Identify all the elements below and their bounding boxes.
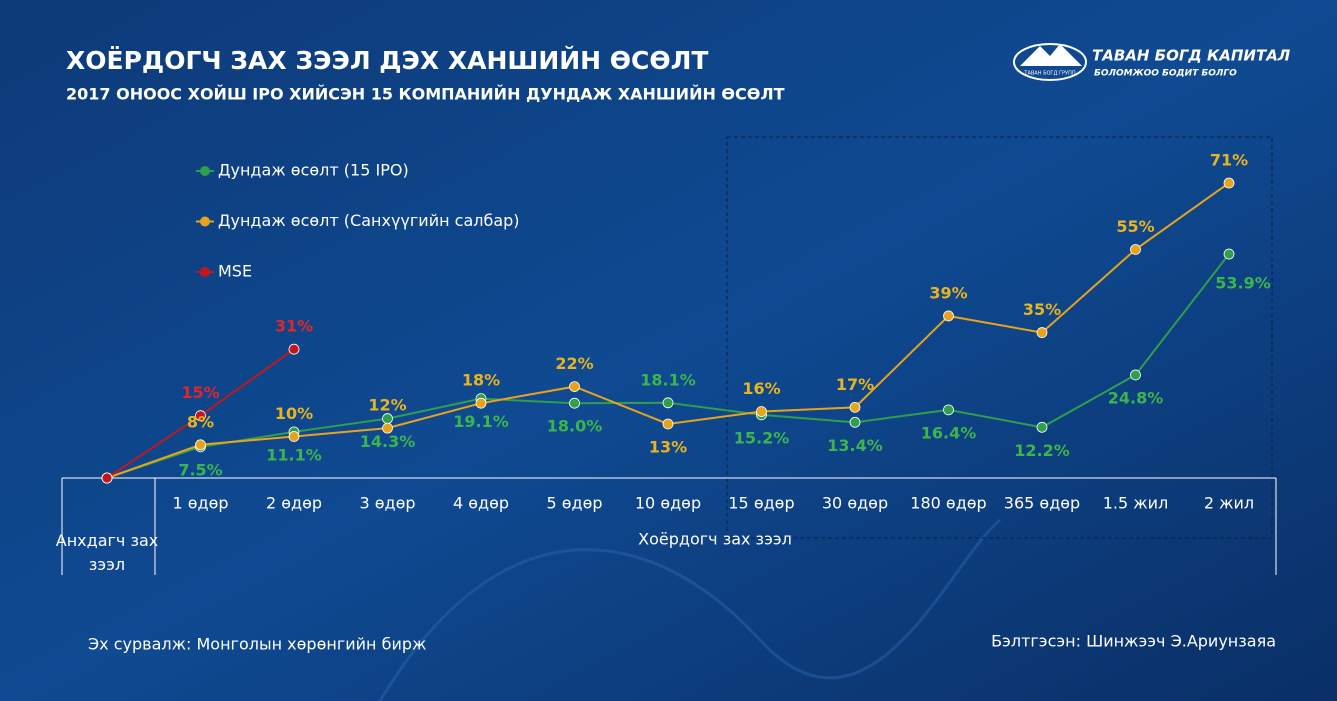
axis-box <box>61 477 1277 575</box>
data-label: 15% <box>181 383 219 402</box>
x-tick-label: 1 өдөр <box>172 494 228 513</box>
data-point <box>756 406 767 417</box>
data-label: 16% <box>742 379 780 398</box>
data-label: 16.4% <box>921 423 977 442</box>
x-tick-label: 3 өдөр <box>359 494 415 513</box>
data-point <box>382 413 393 424</box>
x-tick-label: 4 өдөр <box>453 494 509 513</box>
data-label: 13% <box>649 437 687 456</box>
logo-mountain <box>1020 44 1082 66</box>
data-point <box>569 381 580 392</box>
data-label: 53.9% <box>1215 274 1271 293</box>
x-tick-label: Анхдагч зах зээл <box>56 531 158 574</box>
data-label: 15.2% <box>734 428 790 447</box>
legend-label: Дундаж өсөлт (Санхүүгийн салбар) <box>218 211 520 230</box>
data-label: 12.2% <box>1014 441 1070 460</box>
data-point <box>943 404 954 416</box>
data-label: 18% <box>462 371 500 390</box>
data-point <box>288 431 300 442</box>
prepared-by: Бэлтгэсэн: Шинжээч Э.Ариунзаяа <box>991 632 1276 651</box>
chart-subtitle: 2017 ОНООС ХОЙШ IPO ХИЙСЭН 15 КОМПАНИЙН … <box>66 85 785 104</box>
data-point <box>288 343 300 355</box>
logo: ТАВАН БОГД ГРУПП ТАВАН БОГД КАПИТАЛ БОЛО… <box>1013 43 1291 81</box>
data-label: 10% <box>275 404 313 423</box>
data-point <box>662 397 674 409</box>
logo-ring <box>1013 43 1087 81</box>
data-point <box>569 397 580 409</box>
data-label: 18.0% <box>547 417 603 436</box>
x-tick-label: 15 өдөр <box>728 494 794 513</box>
data-label: 18.1% <box>640 370 696 389</box>
data-point <box>1130 244 1141 255</box>
x-tick-label: 5 өдөр <box>546 494 602 513</box>
data-label: 11.1% <box>266 445 322 464</box>
x-tick-label: 2 жил <box>1204 494 1254 513</box>
data-point <box>1223 177 1235 189</box>
data-point <box>849 401 861 413</box>
legend-marker <box>200 216 210 227</box>
data-point <box>1036 327 1048 338</box>
data-point <box>1223 248 1235 260</box>
data-label: 14.3% <box>360 432 416 451</box>
data-label: 71% <box>1210 150 1248 169</box>
group-label: Хоёрдогч зах зээл <box>638 530 792 549</box>
x-tick-label: 10 өдөр <box>635 494 701 513</box>
x-tick-label: 30 өдөр <box>822 494 888 513</box>
x-tick-label: 1.5 жил <box>1103 494 1169 513</box>
data-label: 8% <box>187 412 214 431</box>
data-label: 55% <box>1116 217 1154 236</box>
data-label: 35% <box>1023 300 1061 319</box>
logo-group: ТАВАН БОГД ГРУПП <box>1023 71 1075 77</box>
legend-label: Дундаж өсөлт (15 IPO) <box>218 161 409 180</box>
data-point <box>195 439 206 451</box>
data-label: 12% <box>368 396 406 415</box>
decor-curve <box>378 518 1001 701</box>
data-point <box>195 410 206 422</box>
logo-slogan: БОЛОМЖОО БОДИТ БОЛГО <box>1094 69 1237 79</box>
legend-label: MSE <box>218 262 252 281</box>
x-tick-label: 180 өдөр <box>910 494 986 513</box>
data-label: 17% <box>836 375 874 394</box>
data-point <box>849 416 861 428</box>
x-tick-label: 365 өдөр <box>1004 494 1080 513</box>
data-point <box>1036 421 1048 433</box>
highlight-box <box>726 136 1273 539</box>
data-label: 19.1% <box>453 412 509 431</box>
source: Эх сурвалж: Монголын хөрөнгийн бирж <box>88 635 426 654</box>
data-point <box>382 422 393 434</box>
legend-marker <box>200 267 210 277</box>
data-label: 13.4% <box>827 436 883 455</box>
legend-marker <box>200 166 210 176</box>
data-label: 39% <box>929 283 967 302</box>
data-point <box>943 310 954 322</box>
data-point <box>475 397 487 409</box>
logo-name: ТАВАН БОГД КАПИТАЛ <box>1092 47 1291 65</box>
points <box>101 177 1235 484</box>
data-label: 31% <box>275 317 313 336</box>
data-point <box>1130 369 1141 381</box>
data-point <box>662 418 674 430</box>
chart-title: ХОЁРДОГЧ ЗАХ ЗЭЭЛ ДЭХ ХАНШИЙН ӨСӨЛТ <box>66 45 708 75</box>
data-label: 24.8% <box>1108 388 1164 407</box>
data-label: 22% <box>555 354 593 373</box>
data-label: 7.5% <box>178 460 222 479</box>
x-tick-label: 2 өдөр <box>266 494 322 513</box>
labels: 7.5% 11.1% 14.3% 19.1% 18.0% 18.1% 15.2% 13.4% 1… <box>178 150 1270 479</box>
data-point <box>101 472 113 484</box>
